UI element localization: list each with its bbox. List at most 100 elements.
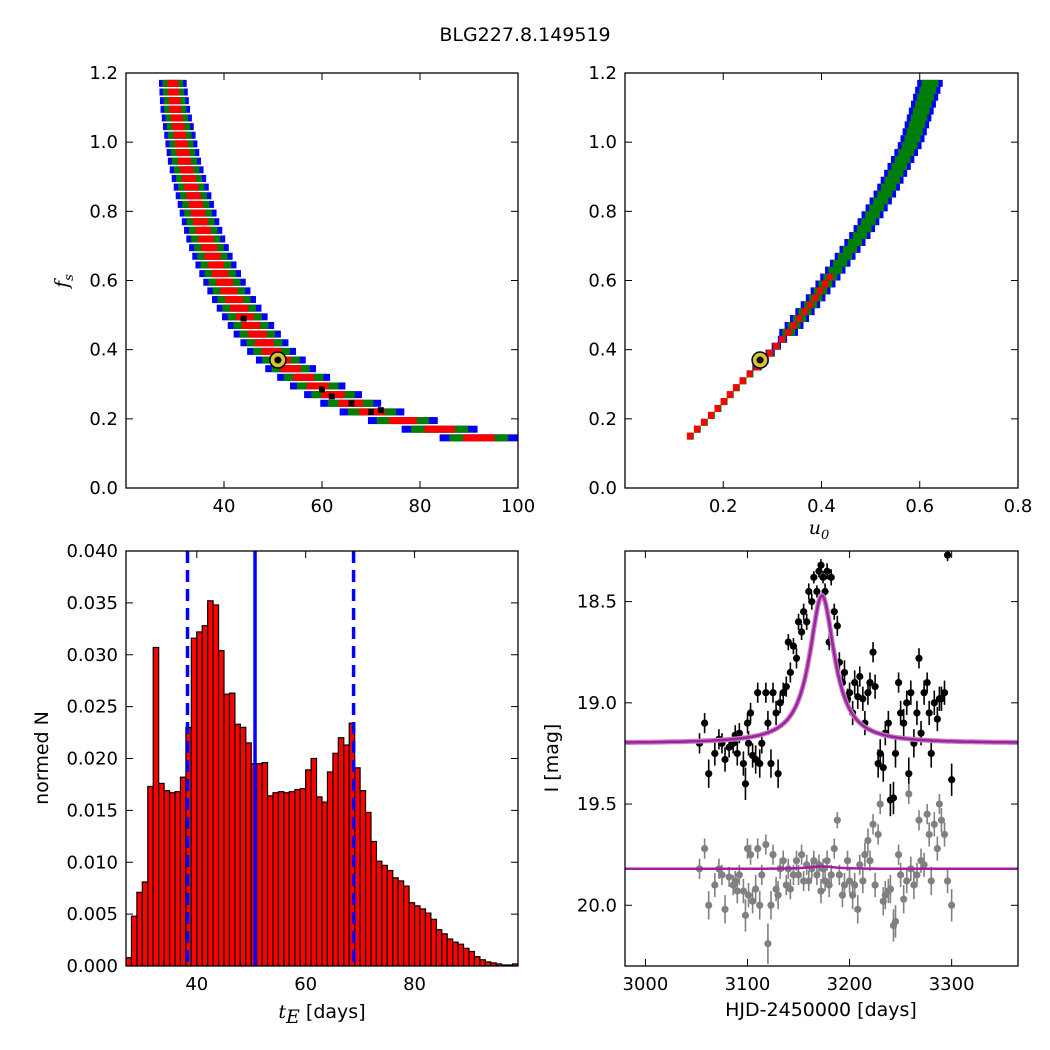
data-point [767, 901, 775, 909]
heatmap-cell-middle [828, 266, 843, 274]
heatmap-cell-inner [293, 373, 315, 381]
histogram-bar [261, 762, 269, 966]
data-point [866, 857, 874, 865]
data-point [808, 598, 816, 606]
data-point [823, 567, 831, 575]
heatmap-cell-middle [921, 79, 939, 87]
heatmap-cell-middle [877, 190, 893, 198]
tE-histogram-bars [126, 551, 518, 966]
heatmap-cell-inner [173, 131, 187, 139]
data-point [779, 857, 787, 865]
data-point [927, 749, 935, 758]
y-tick-label: 0.025 [66, 697, 118, 718]
histogram-bar [364, 811, 372, 966]
y-tick-label: 0.040 [66, 541, 118, 562]
data-point [840, 881, 849, 889]
histogram-bar [212, 604, 220, 966]
heatmap-cell-middle [865, 211, 880, 219]
fs-tE-ylabel: fs [51, 274, 77, 290]
heatmap-cell-middle [898, 149, 915, 157]
heatmap-cell-inner [241, 321, 261, 329]
heatmap-cell-inner [388, 417, 417, 425]
heatmap-cell-inner [806, 301, 813, 309]
data-point [813, 587, 821, 596]
y-tick-label: 0.6 [89, 271, 118, 292]
heatmap-cell-core [319, 386, 325, 393]
x-tick-label: 60 [311, 496, 334, 517]
data-point [746, 851, 755, 859]
data-point [869, 648, 877, 656]
y-tick-label: 20.0 [577, 895, 617, 916]
heatmap-cell-middle [873, 197, 889, 205]
histogram-bar [179, 776, 187, 966]
heatmap-cell-inner [216, 278, 234, 286]
histogram-bar [201, 625, 209, 966]
data-point [940, 689, 949, 697]
histogram-bar [359, 790, 367, 966]
data-point [776, 699, 784, 707]
data-point [833, 816, 841, 824]
histogram-bar [163, 790, 171, 966]
histogram-bar [479, 959, 486, 966]
y-tick-label: 1.2 [89, 63, 118, 84]
data-point [845, 877, 854, 885]
y-tick-label: 0.000 [66, 956, 118, 977]
panel-lightcurve: 3000 3100 3200 3300 18.5 19.0 19.5 20.0 I [mag]… [541, 550, 1019, 1021]
data-point [917, 729, 925, 737]
heatmap-cell-inner [175, 140, 188, 148]
heatmap-cell-inner [186, 192, 201, 200]
data-point [735, 871, 743, 879]
heatmap-cell-middle [919, 86, 937, 94]
data-point [907, 689, 915, 697]
heatmap-cell-middle [880, 183, 897, 191]
histogram-bar [473, 956, 481, 966]
histogram-bar [354, 767, 361, 966]
y-tick-label: 1.0 [89, 132, 118, 153]
x-tick-label: 80 [409, 496, 432, 517]
histogram-bar [223, 693, 231, 966]
heatmap-cell-middle [894, 155, 911, 163]
heatmap-cell-inner [280, 365, 301, 373]
lightcurve-xlabel: HJD-2450000 [days] [725, 999, 917, 1021]
data-point [935, 800, 944, 808]
histogram-bar [392, 877, 399, 966]
data-point [930, 699, 938, 707]
fs-u0-xlabel: u0 [809, 517, 830, 543]
heatmap-cell-inner [463, 434, 495, 442]
data-point [762, 840, 770, 849]
data-point [891, 749, 900, 758]
data-point [897, 709, 905, 717]
lightcurve-points [625, 551, 1018, 964]
data-point [797, 851, 806, 859]
heatmap-cell-inner [201, 244, 217, 252]
heatmap-cell-middle [869, 204, 885, 212]
histogram-bar [315, 796, 323, 966]
x-tick-label: 3200 [827, 974, 873, 995]
data-point [925, 830, 933, 839]
heatmap-cell-inner [211, 270, 229, 278]
data-point [735, 729, 743, 737]
data-point [866, 678, 874, 687]
heatmap-cell-inner [424, 425, 455, 433]
data-point [817, 887, 825, 895]
heatmap-cell-middle [838, 252, 853, 260]
heatmap-cell-inner [821, 280, 828, 288]
data-point [733, 749, 741, 758]
histogram-bar [375, 860, 383, 966]
data-point [903, 699, 911, 707]
heatmap-cell-middle [912, 107, 930, 115]
histogram-bar [190, 637, 198, 966]
data-point [792, 654, 801, 662]
histogram-bar [326, 771, 334, 966]
data-point [762, 689, 770, 697]
data-point [733, 887, 741, 895]
data-point [854, 905, 862, 913]
data-point [758, 871, 766, 879]
data-point [741, 911, 750, 919]
heatmap-cell-inner [772, 342, 779, 350]
data-point [810, 857, 818, 865]
data-point [920, 861, 928, 869]
data-point [897, 871, 905, 879]
histogram-bar [147, 785, 154, 966]
data-point [920, 689, 928, 697]
